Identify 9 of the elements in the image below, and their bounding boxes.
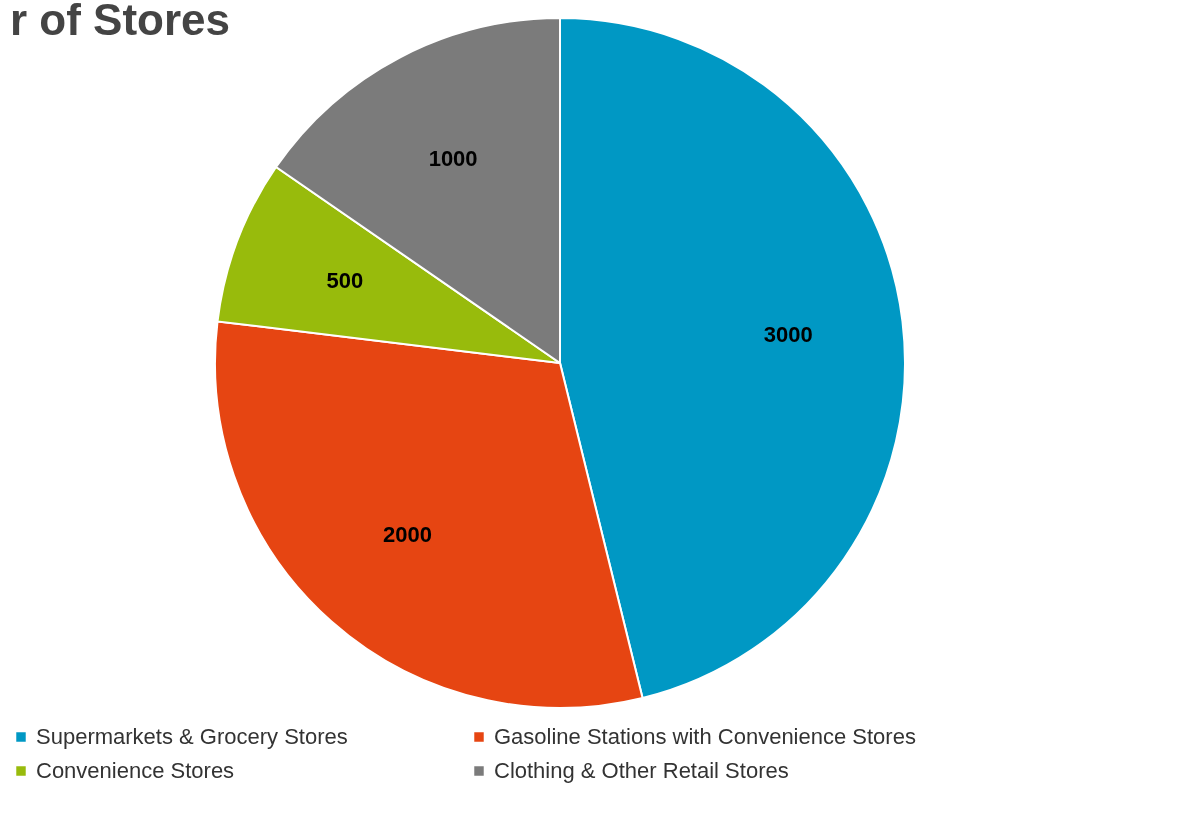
data-label: 1000 — [428, 146, 478, 172]
legend-label: Gasoline Stations with Convenience Stores — [494, 724, 916, 749]
legend-label: Clothing & Other Retail Stores — [494, 758, 789, 783]
chart-title: r of Stores — [10, 0, 231, 44]
legend-label: Convenience Stores — [36, 758, 235, 783]
data-label: 2000 — [383, 522, 432, 548]
legend-label: Supermarkets & Grocery Stores — [36, 724, 348, 749]
data-label: 3000 — [763, 322, 813, 348]
data-label: 500 — [326, 268, 364, 294]
